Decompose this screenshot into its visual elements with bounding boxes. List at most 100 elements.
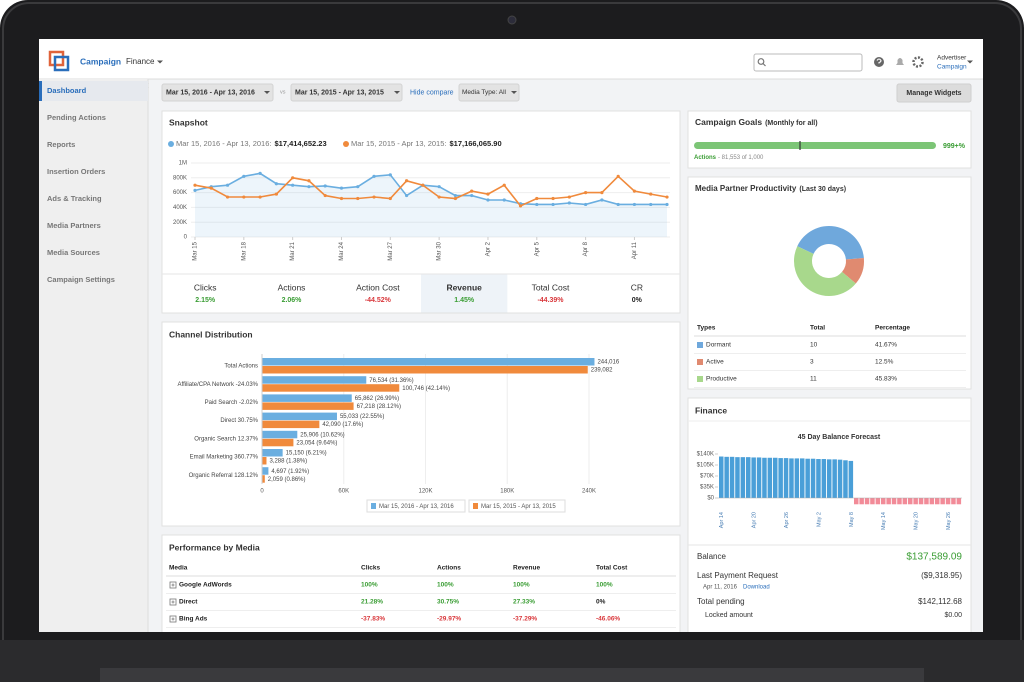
series-point bbox=[600, 198, 604, 202]
series-point bbox=[518, 204, 523, 208]
value-label: 3,288 (1.38%) bbox=[269, 459, 307, 465]
forecast-bar bbox=[945, 498, 951, 505]
legend-box[interactable] bbox=[468, 499, 566, 513]
sidebar-item[interactable]: Dashboard bbox=[47, 86, 87, 95]
type-percentage: 12.5% bbox=[875, 359, 894, 366]
date-range[interactable]: Mar 15, 2016 - Apr 13, 2016 bbox=[166, 89, 255, 96]
series-point bbox=[258, 171, 262, 175]
logo-front bbox=[53, 55, 70, 72]
metric-change: 2.15% bbox=[195, 297, 216, 304]
search-box[interactable] bbox=[753, 53, 863, 72]
series-point bbox=[404, 193, 409, 198]
series-point bbox=[551, 202, 555, 207]
sidebar-item[interactable]: Ads & Tracking bbox=[47, 194, 102, 203]
legend-entry: Mar 15, 2016 - Apr 13, 2016 bbox=[379, 504, 454, 510]
sidebar-item[interactable]: Media Partners bbox=[47, 221, 101, 230]
media-name[interactable]: Direct bbox=[179, 599, 198, 606]
user-account[interactable]: Campaign bbox=[937, 64, 967, 71]
forecast-bar bbox=[724, 456, 729, 498]
category-label: Affiliate/CPA Network -24.03% bbox=[178, 382, 259, 388]
bar bbox=[262, 366, 588, 374]
panel-title: Channel Distribution bbox=[169, 329, 253, 339]
title-note: (Last 30 days) bbox=[799, 186, 846, 193]
metric-label[interactable]: Clicks bbox=[194, 282, 217, 292]
legend-swatch bbox=[371, 503, 376, 509]
goals-panel bbox=[687, 110, 972, 169]
sidebar-item[interactable]: Campaign Settings bbox=[47, 275, 115, 284]
finance-menu[interactable]: Finance bbox=[126, 57, 155, 66]
legend-entry: Mar 15, 2015 - Apr 13, 2015 bbox=[481, 504, 556, 510]
type-label: Productive bbox=[706, 376, 737, 383]
media-name[interactable]: Bing Ads bbox=[179, 616, 208, 623]
panel-title: Media Partner Productivity (Last 30 days) bbox=[695, 184, 846, 193]
forecast-bar bbox=[821, 459, 827, 498]
metric-label[interactable]: Action Cost bbox=[356, 282, 400, 292]
series-point bbox=[242, 195, 246, 199]
brand[interactable]: Campaign bbox=[80, 56, 121, 66]
chart-title: 45 Day Balance Forecast bbox=[798, 434, 881, 441]
legend-dot bbox=[343, 141, 349, 147]
x-tick-label: May 20 bbox=[914, 512, 920, 530]
gear-icon[interactable] bbox=[912, 56, 924, 68]
sidebar-item[interactable]: Reports bbox=[47, 140, 75, 149]
table-cell: -29.97% bbox=[437, 616, 461, 623]
hide-compare-link[interactable]: Hide compare bbox=[410, 89, 454, 96]
metric-label[interactable]: Total Cost bbox=[532, 282, 570, 292]
series-point bbox=[632, 189, 637, 193]
media-name[interactable]: Google AdWords bbox=[179, 582, 232, 589]
table-cell: 21.28% bbox=[361, 599, 383, 606]
value-label: 2,059 (0.86%) bbox=[268, 477, 306, 483]
compare-range[interactable]: Mar 15, 2015 - Apr 13, 2015 bbox=[295, 89, 384, 96]
bar bbox=[262, 376, 367, 384]
bell-icon[interactable] bbox=[896, 58, 904, 65]
sidebar bbox=[39, 79, 148, 632]
compare-range-button[interactable] bbox=[290, 83, 403, 102]
value-label: 23,054 (9.64%) bbox=[296, 440, 337, 446]
table-cell: 100% bbox=[513, 582, 530, 589]
legend-dot bbox=[168, 141, 174, 147]
x-tick-label: Apr 5 bbox=[534, 241, 540, 256]
bar bbox=[262, 402, 354, 410]
y-tick-label: $70K bbox=[700, 474, 714, 480]
table-cell: 100% bbox=[437, 582, 454, 589]
forecast-bar bbox=[800, 458, 805, 498]
summary-value: $137,589.09 bbox=[906, 552, 962, 563]
date-range-button[interactable] bbox=[161, 83, 274, 102]
download-link[interactable]: Download bbox=[743, 585, 770, 591]
metric-label[interactable]: Actions bbox=[278, 282, 306, 292]
sidebar-item[interactable]: Insertion Orders bbox=[47, 167, 105, 176]
user-role[interactable]: Advertiser bbox=[937, 55, 967, 62]
series-point bbox=[437, 185, 441, 189]
sidebar-item[interactable]: Pending Actions bbox=[47, 113, 106, 122]
series-point bbox=[307, 179, 311, 183]
y-tick-label: 400K bbox=[173, 205, 187, 211]
legend-name: Mar 15, 2015 - Apr 13, 2015: bbox=[351, 139, 446, 148]
manage-widgets-button[interactable] bbox=[896, 83, 972, 103]
series-point bbox=[616, 202, 620, 207]
panel-title: Snapshot bbox=[169, 117, 208, 127]
x-tick-label: Mar 21 bbox=[290, 241, 296, 260]
media-type-button[interactable] bbox=[458, 83, 520, 102]
metric-label[interactable]: Revenue bbox=[446, 282, 482, 292]
forecast-bar bbox=[940, 498, 945, 505]
legend-box[interactable] bbox=[366, 499, 466, 513]
summary-value: $142,112.68 bbox=[918, 597, 962, 606]
sidebar-item[interactable]: Media Sources bbox=[47, 248, 100, 257]
metric-highlight bbox=[421, 274, 508, 313]
metric-label[interactable]: CR bbox=[631, 282, 643, 292]
series-point bbox=[502, 183, 506, 187]
forecast-bar bbox=[837, 459, 843, 498]
category-label: Organic Referral 128.12% bbox=[189, 473, 259, 479]
forecast-bar bbox=[843, 460, 848, 498]
x-tick-label: 120K bbox=[418, 489, 432, 495]
title-text: Media Partner Productivity bbox=[695, 184, 797, 193]
panel-title: Finance bbox=[695, 405, 727, 415]
media-type[interactable]: Media Type: All bbox=[462, 89, 507, 96]
series-point bbox=[535, 202, 539, 207]
manage-widgets[interactable]: Manage Widgets bbox=[906, 90, 961, 97]
forecast-bar bbox=[891, 498, 897, 505]
series-point bbox=[225, 195, 230, 199]
forecast-bar bbox=[783, 458, 789, 498]
forecast-bar bbox=[805, 458, 810, 498]
